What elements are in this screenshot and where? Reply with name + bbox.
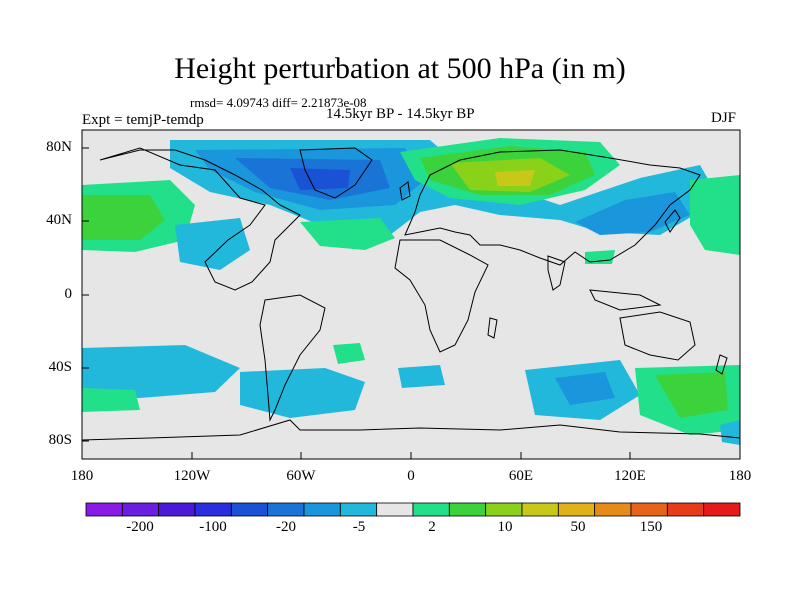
colorbar-swatch bbox=[521, 502, 559, 517]
negative-anomaly-n-america bbox=[175, 218, 250, 270]
x-tick-60e: 60E bbox=[508, 468, 534, 484]
colorbar-label: 10 bbox=[497, 519, 513, 535]
coast-europe-asia bbox=[404, 149, 701, 266]
x-tick-120e: 120E bbox=[614, 468, 646, 484]
colorbar-label: -200 bbox=[126, 519, 154, 535]
y-tick-80s: 80S bbox=[48, 432, 72, 448]
negative-anomaly-s-pacific bbox=[82, 345, 240, 398]
coast-india bbox=[547, 255, 566, 291]
colorbar-swatch bbox=[594, 502, 632, 517]
coast-japan bbox=[664, 209, 681, 233]
x-tick-0: 0 bbox=[407, 468, 415, 484]
negative-anomaly-greenland-center bbox=[290, 168, 350, 190]
colorbar-swatch bbox=[485, 502, 523, 517]
colorbar-swatch bbox=[121, 502, 160, 517]
colorbar-swatch bbox=[194, 502, 232, 517]
x-tick-180e: 180 bbox=[728, 468, 752, 484]
colorbar-label: -100 bbox=[199, 519, 227, 535]
colorbar-label: 150 bbox=[639, 519, 663, 535]
colorbar-swatch bbox=[703, 502, 741, 517]
colorbar-swatch bbox=[376, 502, 414, 517]
positive-anomaly-s-pacific-east-core bbox=[655, 372, 728, 418]
colorbar-label: -20 bbox=[276, 519, 296, 535]
negative-anomaly-s-indian-core bbox=[555, 372, 615, 405]
colorbar-swatch bbox=[630, 502, 668, 517]
period-label: 14.5kyr BP - 14.5kyr BP bbox=[326, 106, 475, 122]
coast-uk bbox=[399, 181, 411, 201]
colorbar-swatch bbox=[666, 502, 705, 517]
negative-anomaly-asia bbox=[575, 192, 690, 235]
experiment-label: Expt = temjP-temdp bbox=[82, 112, 204, 128]
colorbar-swatch bbox=[557, 502, 596, 517]
y-tick-40n: 40N bbox=[46, 212, 72, 228]
coastlines bbox=[82, 147, 740, 441]
colorbar-label: 50 bbox=[570, 519, 586, 535]
y-tick-40s: 40S bbox=[48, 359, 72, 375]
y-tick-80n: 80N bbox=[46, 139, 72, 155]
axis-ticks bbox=[81, 147, 741, 459]
positive-anomaly-s-atlantic bbox=[333, 343, 365, 364]
x-tick-180w: 180 bbox=[70, 468, 94, 484]
colorbar-label: -5 bbox=[352, 519, 366, 535]
coast-south-america bbox=[259, 294, 326, 422]
colorbar-label: 2 bbox=[428, 519, 436, 535]
x-tick-60w: 60W bbox=[286, 468, 316, 484]
season-label: DJF bbox=[711, 110, 737, 126]
contour-fields bbox=[82, 138, 740, 445]
positive-anomaly-eurasia-center bbox=[495, 170, 535, 186]
coast-indonesia bbox=[589, 289, 662, 311]
colorbar-swatch bbox=[230, 502, 269, 517]
y-tick-0: 0 bbox=[64, 286, 73, 302]
positive-anomaly-n-atlantic bbox=[300, 218, 395, 250]
colorbar-swatch bbox=[448, 502, 487, 517]
coast-north-america bbox=[99, 147, 301, 291]
coast-australia bbox=[619, 311, 696, 361]
negative-anomaly-s-atlantic bbox=[240, 368, 365, 418]
coast-africa bbox=[394, 239, 489, 353]
positive-anomaly-n-pacific-mid bbox=[82, 195, 165, 240]
negative-anomaly-s-africa bbox=[398, 365, 445, 388]
colorbar-swatch bbox=[412, 502, 450, 517]
plot-title: Height perturbation at 500 hPa (in m) bbox=[174, 52, 626, 85]
x-tick-120w: 120W bbox=[173, 468, 211, 484]
coast-new-zealand bbox=[715, 354, 728, 375]
colorbar-swatch bbox=[339, 502, 378, 517]
coast-antarctica bbox=[82, 419, 740, 441]
positive-anomaly-s-pacific-west bbox=[82, 388, 140, 412]
colorbar-swatch bbox=[158, 502, 196, 517]
coast-madagascar bbox=[487, 317, 498, 339]
coast-greenland bbox=[299, 147, 373, 199]
colorbar-swatch bbox=[85, 502, 123, 517]
negative-anomaly-antarctic bbox=[720, 420, 740, 445]
rmsd-stats: rmsd= 4.09743 diff= 2.21873e-08 bbox=[190, 95, 367, 110]
colorbar-swatch bbox=[303, 502, 341, 517]
positive-anomaly-n-pacific-east bbox=[690, 175, 740, 255]
colorbar-swatch bbox=[267, 502, 305, 517]
